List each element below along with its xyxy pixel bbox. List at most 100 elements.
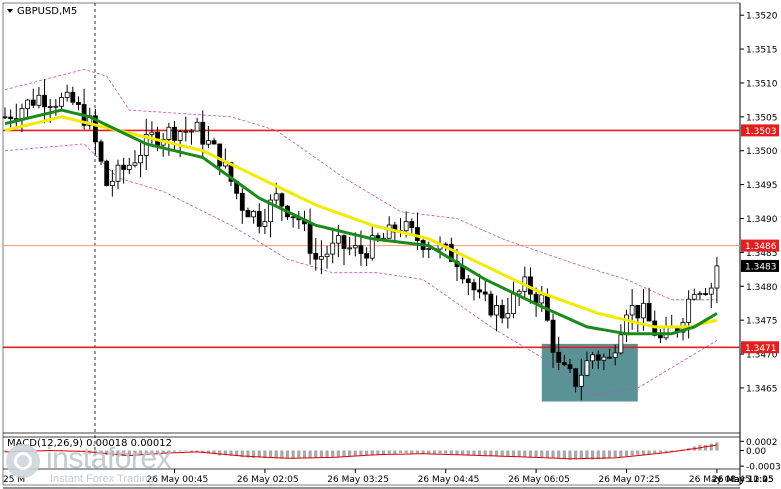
candle-body [686,298,692,323]
candle-body [516,290,522,295]
time-tick-label: 26 May 04:45 [418,475,480,485]
price-label-text: 1.3486 [745,242,777,252]
candle-body [36,94,42,106]
macd-bar [314,450,318,459]
candle-body [245,210,251,218]
candle-body [138,154,144,164]
time-tick-label: 26 May 12:45 [712,475,774,485]
price-label-text: 1.3503 [745,127,777,137]
candle-body [646,302,652,322]
candle-body [567,364,573,370]
candle-body [93,115,98,143]
macd-bar [636,450,640,455]
candle-body [239,192,245,211]
macd-bar [489,450,493,457]
macd-bar [359,450,363,457]
macd-bar [591,450,595,460]
price-tick-label: 1.3520 [746,12,778,22]
candle-body [697,293,703,296]
macd-bar [88,450,92,453]
candle-body [290,216,296,219]
candle-body [499,305,505,319]
macd-bar [709,443,713,451]
watermark-brand: instaforex [46,442,172,475]
caret-down-icon[interactable] [7,9,13,13]
time-tick-label: 26 May 07:25 [599,475,661,485]
price-tick-label: 1.3510 [746,79,778,89]
macd-bar [438,450,442,454]
candle-body [426,248,432,250]
macd-bar [432,450,436,455]
macd-bar [218,450,222,456]
candle-body [624,314,629,336]
macd-bar [715,442,719,451]
candle-body [104,160,110,187]
candle-body [121,164,127,170]
macd-bar [99,450,103,455]
symbol-header[interactable]: GBPUSD,M5 [7,6,77,17]
time-tick-label: 26 May 08:45 [689,475,751,485]
price-tick-label: 1.3470 [746,351,778,361]
macd-bar [613,450,617,458]
macd-bar [189,450,194,453]
price-tick-label: 1.3480 [746,283,778,293]
macd-bar [212,450,216,455]
candle-body [172,126,177,141]
candle-body [347,247,353,250]
macd-bar [184,450,188,452]
price-label-box [741,239,779,252]
macd-bar [105,450,109,455]
macd-bar [274,450,278,459]
macd-bar [704,444,708,451]
candle-body [635,305,641,319]
macd-bar [376,450,380,455]
time-tick-label: 26 May 11:25 [712,475,774,485]
macd-bar [353,450,357,457]
candles [2,79,720,401]
candle-body [641,302,646,319]
macd-bar [421,450,425,454]
candle-body [126,164,132,170]
candle-body [256,211,262,227]
macd-bar [195,450,199,453]
macd-bar [511,450,516,457]
macd-bar [3,450,7,453]
macd-bar [381,450,386,455]
macd-bar [93,450,97,454]
macd-bar [557,450,561,459]
candle-body [708,287,714,295]
macd-bar [562,450,566,459]
candle-body [313,252,319,260]
macd-bar [585,450,589,460]
candle-body [341,235,347,249]
macd-indicator [3,442,719,460]
candle-body [539,294,545,304]
macd-bar [624,450,629,457]
macd-bar [534,450,538,457]
macd-bar [427,450,431,454]
candle-body [19,108,25,120]
candle-body [658,334,663,339]
macd-bar [127,450,131,457]
candle-body [335,235,341,244]
candle-body [612,352,618,358]
candle-body [194,121,200,132]
macd-bar [602,450,606,459]
price-tick-label: 1.3475 [746,317,778,327]
macd-bar [302,450,307,459]
instaforex-logo-icon [6,444,40,478]
bollinger-upper [4,68,717,301]
macd-bar [280,450,284,459]
candle-body [42,94,47,108]
macd-bar [201,450,205,454]
candle-body [601,356,607,361]
macd-bar [370,450,374,455]
candle-body [415,227,420,241]
macd-bar [545,450,549,458]
watermark-tagline: Instant Forex Trading [50,473,154,485]
price-tick-label: 1.3495 [746,181,778,191]
macd-bar [155,450,160,453]
candle-body [330,242,336,255]
macd-bar [664,450,668,452]
